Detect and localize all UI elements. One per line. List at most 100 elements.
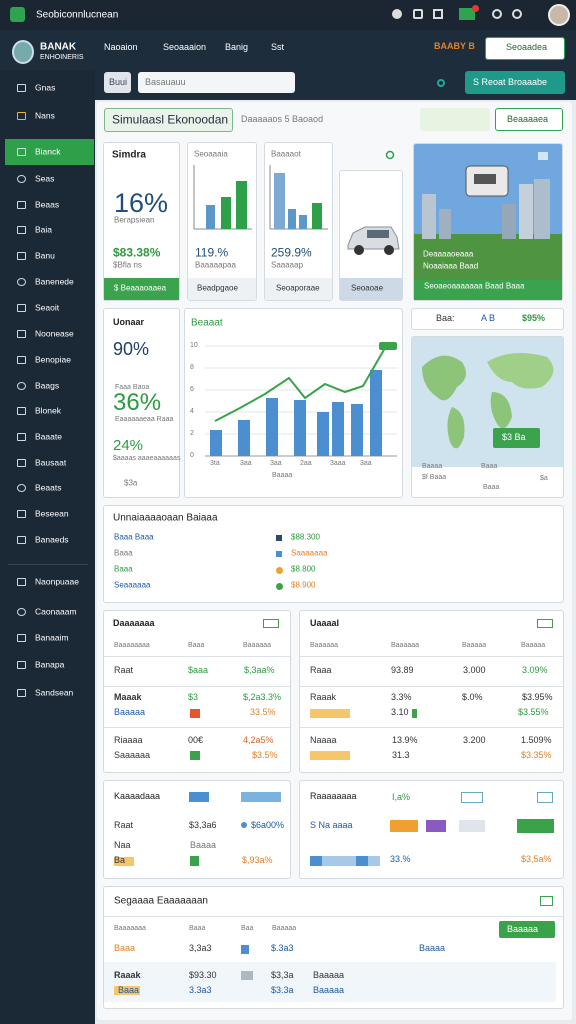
nav-item[interactable]: Beaas [35,199,60,210]
search-label-box[interactable] [104,72,131,93]
nav-item[interactable]: Seas [35,173,55,184]
button-label[interactable]: Seoaadea [506,42,548,53]
cell: Baaaaa [313,985,345,996]
nav-item[interactable]: Bianck [35,146,61,157]
page-button[interactable] [495,108,563,131]
nav-item[interactable]: Benopiae [35,354,71,365]
action-label[interactable]: S Reoat Broaaabe [473,77,548,88]
nav-item[interactable]: Caonaaam [35,606,77,617]
nav-item[interactable]: Blonek [35,405,61,416]
car-image [347,226,400,255]
x-tick-label: 3ta [210,460,220,468]
nav-icon [17,536,26,544]
swatch [276,567,283,574]
button-label[interactable]: Baaaaa [507,924,539,935]
cell: $,2a3.3% [243,692,282,703]
nav-item[interactable]: Baaate [35,431,62,442]
nav-icon [17,433,26,441]
nav-item[interactable]: Noonease [35,328,74,339]
amount: $83.38% [113,245,161,260]
search-input[interactable] [138,72,295,93]
cell: Raaak [310,692,337,703]
card-title: Simdra [112,149,146,161]
nav-item[interactable]: Baia [35,224,53,235]
nav-icon [17,356,26,364]
action-button[interactable] [465,71,565,94]
button[interactable] [517,819,554,833]
icon[interactable] [433,9,443,19]
nav-link[interactable]: Naoaion [104,42,138,53]
nav-item[interactable]: Baags [35,380,60,391]
rule [104,656,290,657]
cell: $3 [188,692,199,703]
page-button-label[interactable]: Beaaaaea [507,114,549,125]
nav-item[interactable]: Nans [35,110,55,121]
icon[interactable] [392,9,402,19]
nav-item[interactable]: Beaats [35,482,62,493]
icon[interactable] [492,9,502,19]
top-bar [0,0,576,30]
nav-icon [17,510,26,518]
sidebar [0,100,95,1024]
nav-item[interactable]: Banaeds [35,534,69,545]
cell: S Na aaaa [310,820,353,831]
nav-item[interactable]: Banaaim [35,632,69,643]
y-tick-label: 6 [190,386,194,394]
logo [12,40,34,64]
notification[interactable] [459,8,475,20]
nav-link[interactable]: Sst [271,42,285,53]
nav-item[interactable]: Bausaat [35,457,67,468]
nav-item[interactable]: Banu [35,250,55,261]
nav-link[interactable]: Seoaaaion [163,42,207,53]
cell: Saaaaaa [114,750,151,761]
avatar[interactable] [548,4,570,26]
nav-item[interactable]: Sandsean [35,687,74,698]
nav-item[interactable]: Seaoit [35,302,60,313]
cell: Raat [114,665,134,676]
card-footer [104,278,179,300]
nav-item[interactable]: Naonpuaae [35,576,79,587]
icon[interactable] [537,619,553,628]
nav-item[interactable]: Gnas [35,82,56,93]
map-button-label[interactable]: $3 Ba [502,432,526,443]
y-tick-label: 4 [190,408,194,416]
rate: 90% [113,339,150,360]
rule [104,686,290,687]
cell: 1.509% [521,735,552,746]
header-button[interactable] [485,37,565,60]
button[interactable] [499,921,555,938]
nav-icon [17,382,26,390]
nav-item[interactable]: Banapa [35,659,65,670]
cell: 3.09% [522,665,548,676]
tag [310,751,350,760]
tag [459,820,485,832]
map-button[interactable] [493,428,540,448]
rule [104,916,563,917]
nav-item[interactable]: Banenede [35,276,74,287]
icon[interactable] [413,9,423,19]
cell: $,3aa% [244,665,275,676]
swatch [276,551,282,557]
rate: 36% [113,388,162,416]
footer-label: $ Beaaaoaaea [114,283,167,293]
icon[interactable] [437,79,445,87]
cell: Naa [114,840,131,851]
nav-icon [17,407,26,415]
note: Saaaaap [271,260,304,270]
icon[interactable] [512,9,522,19]
icon[interactable] [263,619,279,628]
nav-icon [17,484,26,492]
nav-link[interactable]: Banig [225,42,249,53]
cell: 33.% [390,854,411,865]
refresh-icon[interactable] [385,150,395,160]
cell: 33.5% [250,707,276,718]
rate-label: Eaaaaaaeaa Raaa [115,416,174,424]
icon[interactable] [540,896,553,906]
card-title: Beaaat [191,317,223,329]
nav-item[interactable]: Beseean [35,508,69,519]
icon[interactable] [537,792,553,803]
x-tick-label: 2aa [300,460,312,468]
cell: $3,3a [271,970,294,981]
stat-card [103,142,180,301]
y-tick-label: 8 [190,364,194,372]
